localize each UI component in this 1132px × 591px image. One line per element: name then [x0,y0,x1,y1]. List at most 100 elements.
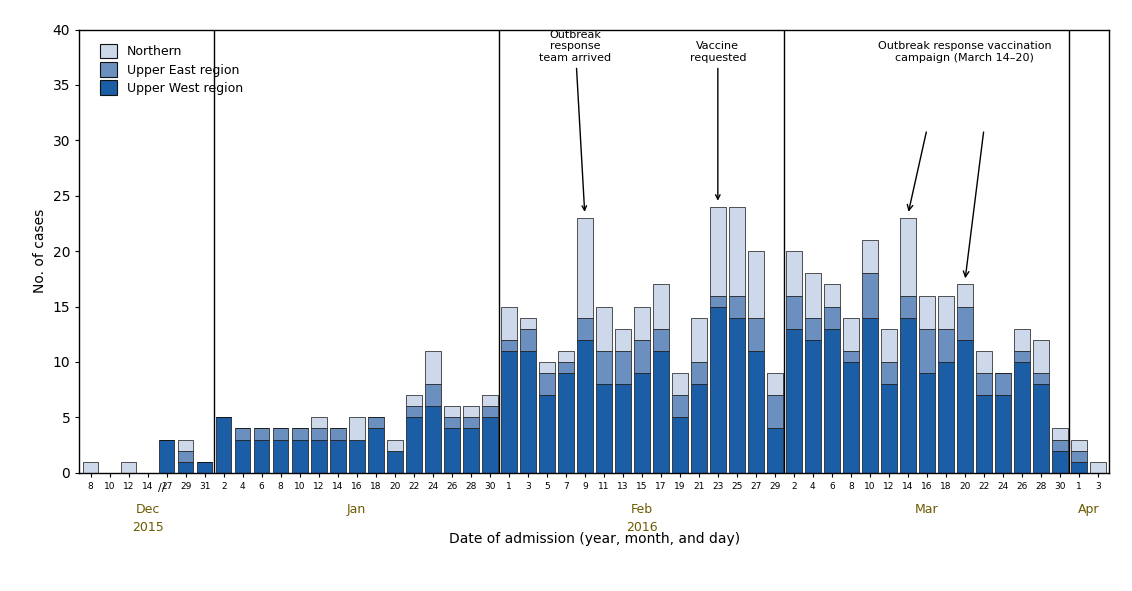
Bar [881,362,897,384]
Bar [558,373,574,473]
Bar [406,395,421,407]
Bar [197,462,213,473]
Bar [329,428,345,440]
Bar [919,329,935,373]
Bar [254,440,269,473]
Bar [1090,462,1106,473]
Bar [577,340,592,473]
Bar [83,462,98,473]
Bar [178,451,194,462]
Bar [520,329,535,351]
Bar [843,362,859,473]
Bar [919,373,935,473]
Bar [634,373,650,473]
Bar [748,351,764,473]
Text: //: // [158,482,165,492]
Bar [710,296,726,307]
Bar [501,340,516,351]
Bar [444,407,460,417]
Bar [482,407,498,417]
Bar [1052,428,1067,440]
Bar [501,307,516,340]
Bar [597,384,611,473]
Bar [653,329,669,351]
Bar [863,240,877,273]
Text: 2015: 2015 [131,521,163,534]
Bar [900,296,916,318]
Bar [424,351,440,384]
Bar [672,373,687,395]
Text: Feb: Feb [631,504,653,517]
Bar [387,440,403,451]
Bar [958,284,972,307]
Bar [653,351,669,473]
Bar [254,428,269,440]
Text: Mar: Mar [915,504,938,517]
Bar [900,318,916,473]
Text: 2016: 2016 [626,521,658,534]
Bar [824,329,840,473]
Bar [273,440,289,473]
Bar [292,440,308,473]
Bar [938,329,953,362]
Bar [329,440,345,473]
Text: Vaccine
requested: Vaccine requested [689,41,746,199]
Bar [1071,462,1087,473]
Bar [1052,440,1067,451]
Bar [539,362,555,373]
Bar [729,207,745,296]
Bar [805,318,821,340]
Bar [976,373,992,395]
Bar [748,251,764,318]
Bar [863,318,877,473]
Bar [805,273,821,318]
Bar [597,307,611,351]
Bar [786,296,801,329]
Bar [863,273,877,318]
Bar [881,329,897,362]
Bar [691,318,706,362]
Bar [615,384,631,473]
Bar [349,440,365,473]
Bar [824,284,840,307]
Bar [406,407,421,417]
Bar [311,417,326,428]
Bar [539,373,555,395]
Bar [958,307,972,340]
Bar [767,373,782,395]
Bar [349,417,365,440]
Bar [710,207,726,296]
Bar [1034,384,1048,473]
Bar [158,440,174,473]
Text: Jan: Jan [348,504,367,517]
Bar [995,395,1011,473]
Bar [1071,451,1087,462]
Bar [121,462,137,473]
Bar [520,351,535,473]
Bar [958,340,972,473]
Bar [672,417,687,473]
Bar [976,351,992,373]
Bar [729,318,745,473]
Bar [691,362,706,384]
Bar [387,451,403,473]
Bar [235,440,250,473]
Bar [976,395,992,473]
Bar [919,296,935,329]
Bar [938,362,953,473]
Bar [444,428,460,473]
Bar [1014,329,1030,351]
Text: Dec: Dec [136,504,160,517]
Bar [995,373,1011,395]
Bar [900,218,916,296]
Bar [597,351,611,384]
Bar [786,251,801,296]
Bar [424,384,440,407]
Bar [843,351,859,362]
Bar [501,351,516,473]
Bar [767,428,782,473]
Bar [368,417,384,428]
Bar [729,296,745,318]
Bar [672,395,687,417]
Bar [786,329,801,473]
